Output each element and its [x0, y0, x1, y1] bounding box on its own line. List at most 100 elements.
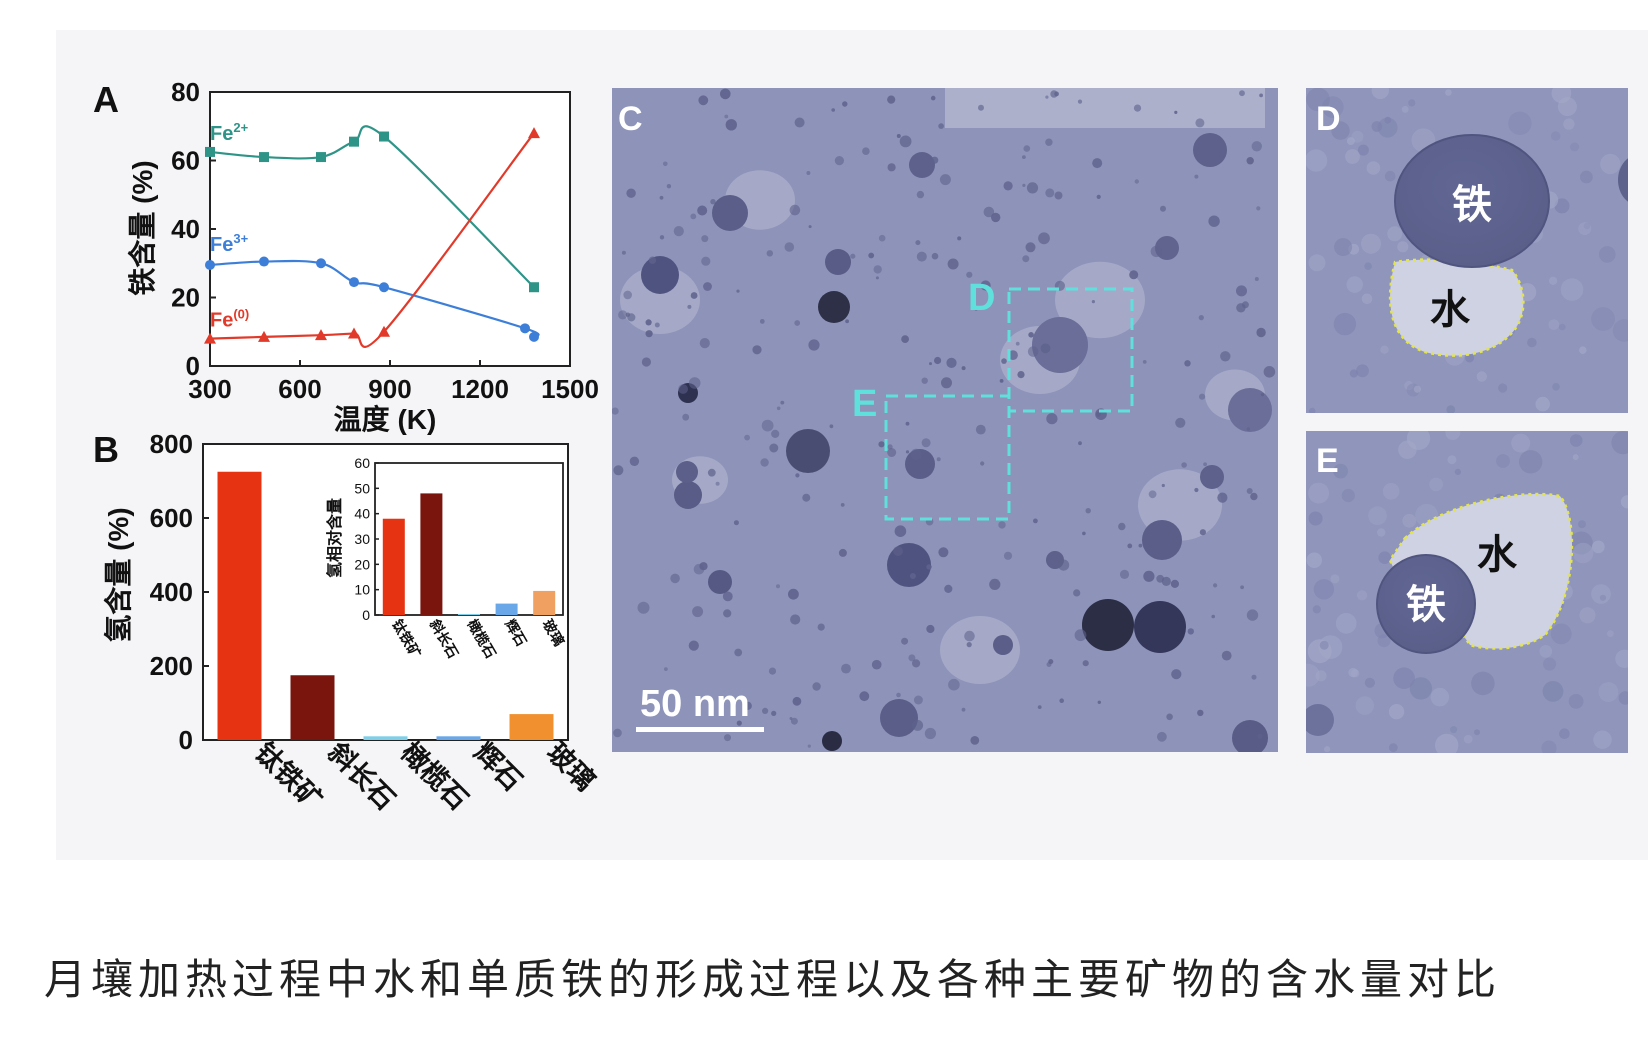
tem-c-small-particle — [1027, 346, 1039, 357]
tem-zoom-speckle — [1615, 649, 1628, 668]
tem-c-particle — [1142, 520, 1182, 560]
tem-c-small-particle — [790, 717, 798, 725]
tem-c-small-particle — [1142, 360, 1147, 364]
tem-c-small-particle — [921, 438, 931, 448]
tem-zoom-speckle — [1330, 574, 1340, 584]
tem-c-small-particle — [966, 271, 973, 278]
tem-c-small-particle — [760, 458, 769, 467]
panel-e-letter: E — [1316, 442, 1339, 480]
tem-zoom-speckle — [1401, 105, 1409, 113]
tem-c-small-particle — [946, 357, 957, 368]
panel-a-y-axis-label: 铁含量 (%) — [126, 160, 158, 295]
tem-c-small-particle — [1077, 99, 1083, 104]
panel-a-line-chart: A Fe2+Fe3+Fe(0) 300 600 900 1200 15000204060… — [93, 77, 599, 435]
tem-c-small-particle — [784, 242, 795, 252]
tem-zoom-speckle — [1361, 293, 1373, 305]
tem-c-small-particle — [688, 640, 699, 651]
tem-c-small-particle — [840, 503, 845, 507]
tem-c-small-particle — [637, 601, 650, 614]
tem-zoom-speckle — [1312, 605, 1321, 614]
tem-c-particle — [1232, 720, 1268, 752]
tem-zoom-speckle — [1388, 704, 1405, 720]
tem-c-small-particle — [733, 520, 739, 526]
tem-zoom-speckle — [1306, 552, 1322, 568]
tem-zoom-speckle — [1331, 121, 1350, 140]
tem-zoom-speckle — [1355, 696, 1375, 715]
inset-y-tick-label: 20 — [354, 556, 370, 572]
tem-c-small-particle — [878, 234, 886, 242]
tem-c-small-particle — [1246, 488, 1253, 494]
tem-zoom-speckle — [1572, 542, 1594, 564]
tem-c-small-particle — [926, 624, 935, 634]
tem-c-small-particle — [1138, 543, 1143, 548]
panel-a-point-circle — [259, 256, 269, 267]
tem-c-small-particle — [645, 330, 653, 338]
tem-c-small-particle — [701, 256, 711, 266]
panel-a-x-tick-label: 900 — [368, 374, 411, 404]
panel-b-bar — [436, 736, 481, 740]
tem-c-small-particle — [1220, 351, 1231, 362]
tem-zoom-speckle — [1591, 540, 1605, 554]
tem-c-small-particle — [1240, 585, 1244, 590]
tem-c-small-particle — [701, 235, 709, 243]
water-region-d — [1388, 258, 1525, 357]
tem-c-small-particle — [829, 424, 834, 429]
tem-zoom-speckle — [1313, 579, 1335, 600]
tem-zoom-speckle — [1308, 511, 1323, 526]
panel-a-point-triangle — [378, 325, 390, 337]
tem-zoom-speckle — [1445, 431, 1461, 441]
tem-zoom-speckle — [1554, 198, 1570, 214]
panel-b-bar — [217, 471, 262, 740]
tem-zoom-speckle — [1570, 142, 1580, 152]
tem-c-small-particle — [834, 156, 845, 166]
tem-c-small-particle — [1208, 215, 1220, 227]
panel-a-point-triangle — [528, 127, 540, 139]
panel-a-point-triangle — [348, 327, 360, 339]
panel-a-point-triangle — [204, 332, 216, 344]
tem-c-small-particle — [1026, 182, 1039, 194]
water-region-e — [1388, 492, 1574, 650]
tem-zoom-speckle — [1382, 482, 1400, 500]
tem-c-small-particle — [862, 147, 870, 155]
tem-c-small-particle — [769, 443, 779, 453]
tem-c-small-particle — [905, 421, 910, 426]
tem-c-small-particle — [1045, 138, 1053, 146]
iron-label-e: 铁 — [1406, 582, 1446, 628]
tem-zoom-speckle — [1591, 584, 1611, 604]
tem-c-small-particle — [776, 406, 781, 411]
tem-c-small-particle — [744, 434, 750, 441]
tem-c-small-particle — [894, 525, 907, 537]
tem-c-small-particle — [1211, 614, 1215, 619]
tem-zoom-speckle — [1454, 468, 1461, 475]
tem-zoom-speckle — [1315, 670, 1327, 682]
tem-c-small-particle — [887, 95, 896, 104]
panel-a-point-circle — [379, 282, 389, 293]
tem-c-small-particle — [1246, 157, 1254, 165]
tem-c-small-particle — [983, 206, 995, 218]
tem-c-small-particle — [690, 213, 697, 220]
tem-c-small-particle — [966, 642, 972, 648]
tem-c-small-particle — [736, 720, 742, 726]
figure: A Fe2+Fe3+Fe(0) 300 600 900 1200 15000204060… — [93, 77, 1628, 817]
tem-zoom-speckle — [1445, 89, 1452, 96]
tem-zoom-speckle — [1356, 590, 1368, 601]
tem-c-small-particle — [921, 377, 928, 384]
panel-b-bar — [290, 675, 335, 740]
tem-c-small-particle — [678, 384, 688, 394]
tem-c-small-particle — [1023, 145, 1031, 152]
tem-c-small-particle — [944, 584, 953, 594]
tem-c-small-particle — [1259, 93, 1263, 98]
tem-zoom-speckle — [1583, 222, 1591, 230]
tem-c-small-particle — [1085, 508, 1091, 514]
tem-c-small-particle — [1118, 522, 1126, 531]
tem-c-small-particle — [841, 663, 851, 674]
tem-c-small-particle — [1260, 393, 1265, 397]
tem-c-small-particle — [776, 584, 780, 589]
panel-b-y-tick-label: 400 — [150, 577, 193, 607]
tem-zoom-speckle — [1578, 222, 1592, 236]
tem-c-particle — [641, 256, 679, 294]
tem-c-small-particle — [699, 338, 710, 349]
tem-c-small-particle — [734, 648, 743, 657]
tem-c-particle — [909, 152, 935, 178]
